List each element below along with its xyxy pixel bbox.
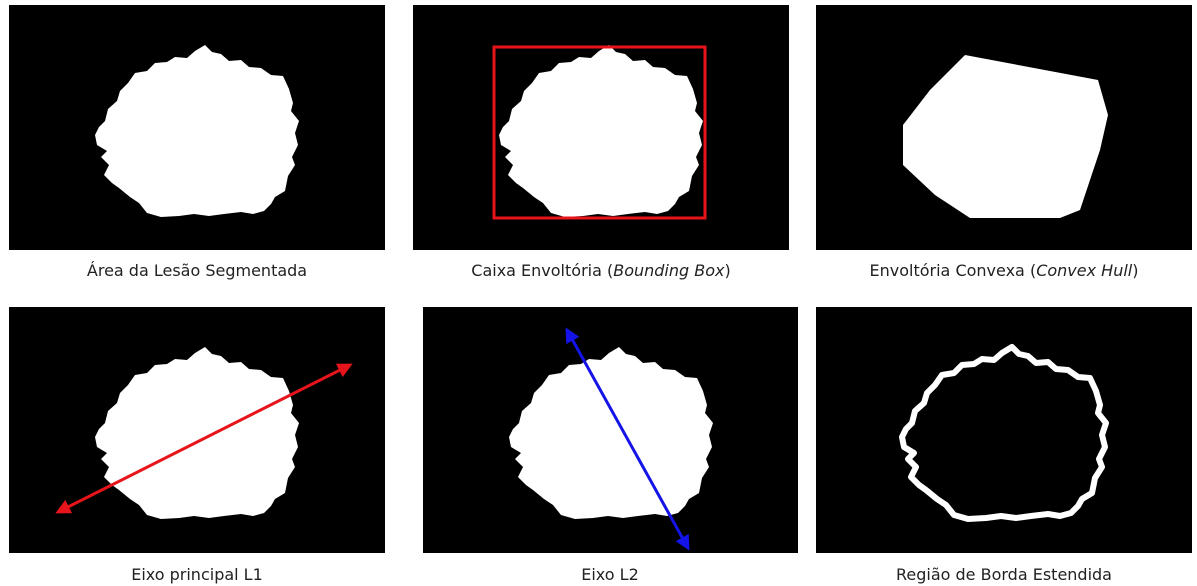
caption-text: Caixa Envoltória ( <box>471 261 613 280</box>
caption-text: Envoltória Convexa ( <box>870 261 1037 280</box>
figure-canvas: Área da Lesão Segmentada Caixa Envoltóri… <box>0 0 1197 586</box>
panel-axis-l1 <box>9 307 385 553</box>
caption-text: ) <box>1132 261 1138 280</box>
caption-text: Área da Lesão Segmentada <box>87 261 307 280</box>
figure: Área da Lesão Segmentada Caixa Envoltóri… <box>0 0 1197 586</box>
caption: Área da Lesão Segmentada <box>87 261 307 280</box>
caption: Eixo principal L1 <box>131 565 263 584</box>
panel-bounding-box <box>413 5 789 250</box>
caption-text: Eixo L2 <box>581 565 639 584</box>
caption-text: ) <box>724 261 730 280</box>
caption: Caixa Envoltória (Bounding Box) <box>471 261 730 280</box>
caption-italic: Convex Hull <box>1036 261 1133 280</box>
caption: Eixo L2 <box>581 565 639 584</box>
panel-border-region <box>816 307 1192 553</box>
panel-convex-hull <box>816 5 1192 250</box>
caption: Envoltória Convexa (Convex Hull) <box>870 261 1139 280</box>
panel-axis-l2 <box>423 307 798 553</box>
panel-segmented <box>9 5 385 250</box>
caption: Região de Borda Estendida <box>896 565 1112 584</box>
caption-italic: Bounding Box <box>613 261 725 280</box>
caption-text: Eixo principal L1 <box>131 565 263 584</box>
caption-text: Região de Borda Estendida <box>896 565 1112 584</box>
